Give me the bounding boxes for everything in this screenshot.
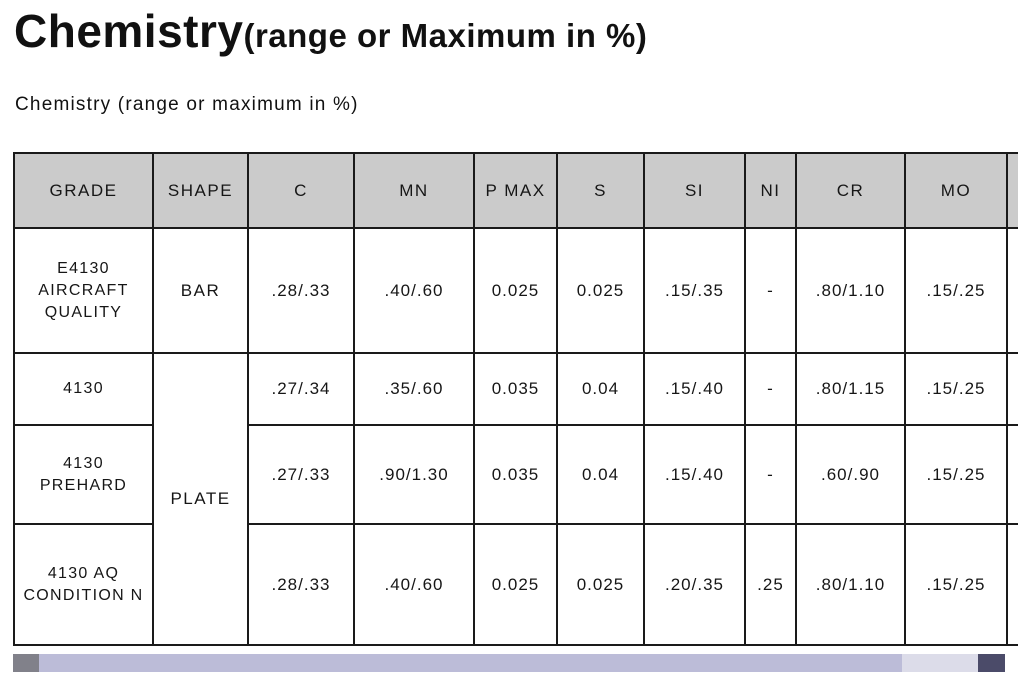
value-cell: .28/.33 <box>247 523 355 646</box>
value-cell: .90/1.30 <box>353 424 475 525</box>
shape-cell: BAR <box>152 227 249 354</box>
column-header-ni: NI <box>744 152 797 229</box>
value-cell: 0.04 <box>556 352 645 426</box>
value-cell: .15/.40 <box>643 424 746 525</box>
page-title-suffix: (range or Maximum in %) <box>243 17 648 54</box>
value-cell: .28/.33 <box>247 227 355 354</box>
column-header-s: S <box>556 152 645 229</box>
column-header-mo: MO <box>904 152 1008 229</box>
value-cell: .15/.40 <box>643 352 746 426</box>
value-cell: - <box>744 424 797 525</box>
table-row: 4130 PREHARD .27/.33 .90/1.30 0.035 0.04… <box>13 424 1018 525</box>
value-cell: 0.025 <box>473 227 558 354</box>
grade-cell: E4130 AIRCRAFT QUALITY <box>13 227 154 354</box>
column-header-cutoff <box>1006 152 1018 229</box>
table-row: 4130 PLATE .27/.34 .35/.60 0.035 0.04 .1… <box>13 352 1018 646</box>
scrollbar-track[interactable] <box>902 654 978 672</box>
value-cell: 0.025 <box>556 523 645 646</box>
grade-cell: 4130 AQ CONDITION N <box>13 523 154 646</box>
scrollbar-thumb[interactable] <box>39 654 902 672</box>
value-cell: .35/.60 <box>353 352 475 426</box>
page-title: Chemistry(range or Maximum in %) <box>14 4 647 58</box>
value-cell: 0.025 <box>556 227 645 354</box>
page-subtitle: Chemistry (range or maximum in %) <box>15 94 359 115</box>
value-cell: 0.025 <box>473 523 558 646</box>
value-cell: .15/.25 <box>904 424 1008 525</box>
column-header-cr: CR <box>795 152 906 229</box>
page-title-main: Chemistry <box>14 5 244 57</box>
value-cell-cutoff <box>1006 352 1018 426</box>
scrollbar-right-button[interactable] <box>978 654 1005 672</box>
scrollbar-left-button[interactable] <box>13 654 39 672</box>
value-cell: .25 <box>744 523 797 646</box>
value-cell: .40/.60 <box>353 523 475 646</box>
table-row: E4130 AIRCRAFT QUALITY BAR .28/.33 .40/.… <box>13 227 1018 354</box>
table-row: 4130 AQ CONDITION N .28/.33 .40/.60 0.02… <box>13 523 1018 646</box>
value-cell: .80/1.10 <box>795 523 906 646</box>
value-cell: .80/1.15 <box>795 352 906 426</box>
value-cell: .40/.60 <box>353 227 475 354</box>
value-cell-cutoff <box>1006 424 1018 525</box>
value-cell: .15/.35 <box>643 227 746 354</box>
value-cell: .15/.25 <box>904 523 1008 646</box>
value-cell: .20/.35 <box>643 523 746 646</box>
column-header-shape: SHAPE <box>152 152 249 229</box>
table-header-row: GRADE SHAPE C MN P MAX S SI NI CR MO <box>13 152 1018 229</box>
value-cell: - <box>744 227 797 354</box>
value-cell: 0.04 <box>556 424 645 525</box>
value-cell: 0.035 <box>473 424 558 525</box>
grade-cell: 4130 <box>13 352 154 426</box>
column-header-mn: MN <box>353 152 475 229</box>
value-cell: .80/1.10 <box>795 227 906 354</box>
value-cell: 0.035 <box>473 352 558 426</box>
shape-cell: PLATE <box>152 352 249 646</box>
column-header-pmax: P MAX <box>473 152 558 229</box>
horizontal-scrollbar <box>13 654 1005 672</box>
column-header-c: C <box>247 152 355 229</box>
value-cell: .15/.25 <box>904 352 1008 426</box>
value-cell: .27/.34 <box>247 352 355 426</box>
column-header-grade: GRADE <box>13 152 154 229</box>
chemistry-table: GRADE SHAPE C MN P MAX S SI NI CR MO E41… <box>13 152 1018 647</box>
grade-cell: 4130 PREHARD <box>13 424 154 525</box>
column-header-si: SI <box>643 152 746 229</box>
value-cell-cutoff <box>1006 523 1018 646</box>
value-cell: .27/.33 <box>247 424 355 525</box>
value-cell: .60/.90 <box>795 424 906 525</box>
value-cell: - <box>744 352 797 426</box>
value-cell-cutoff <box>1006 227 1018 354</box>
value-cell: .15/.25 <box>904 227 1008 354</box>
